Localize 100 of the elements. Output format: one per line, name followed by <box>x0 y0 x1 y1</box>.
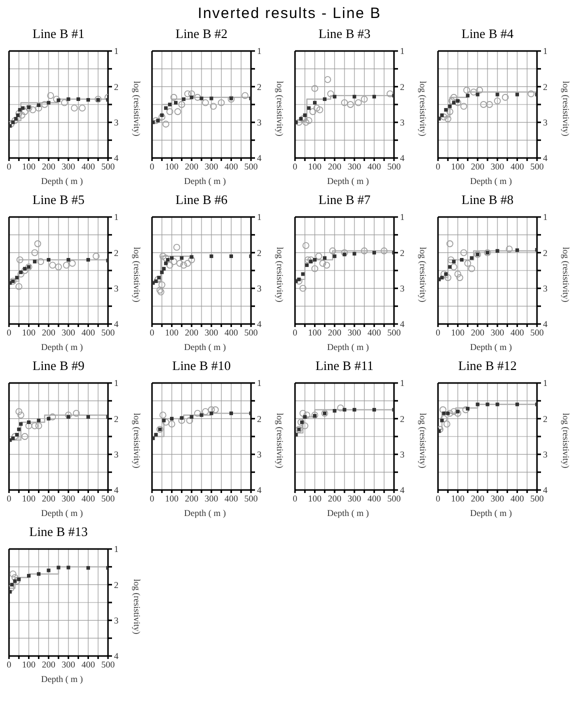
point <box>295 279 298 283</box>
x-tick-label: 400 <box>81 161 96 172</box>
point <box>332 409 336 413</box>
point <box>454 99 462 106</box>
point <box>162 254 170 262</box>
point <box>462 406 470 414</box>
point <box>208 406 215 414</box>
point <box>15 408 22 415</box>
y-tick-label: 3 <box>114 450 119 460</box>
point <box>186 417 194 424</box>
point <box>174 100 178 105</box>
y-axis-title: log (resistivity) <box>417 412 429 471</box>
point <box>476 402 480 406</box>
x-tick-label: 400 <box>81 493 96 504</box>
point <box>329 247 336 254</box>
point <box>444 274 452 282</box>
point <box>180 416 184 420</box>
y-tick-label: 4 <box>400 153 405 164</box>
x-tick-label: 100 <box>22 327 36 338</box>
x-tick-label: 300 <box>204 493 219 504</box>
point <box>21 267 28 274</box>
x-tick-label: 0 <box>6 327 12 338</box>
point <box>154 279 158 283</box>
x-tick-label: 400 <box>510 327 524 338</box>
y-tick-label: 4 <box>114 485 119 496</box>
y-tick-label: 2 <box>257 248 262 258</box>
point <box>466 94 470 98</box>
point <box>35 422 42 430</box>
point <box>476 86 484 94</box>
point <box>470 256 474 260</box>
point <box>468 265 476 272</box>
x-tick-label: 200 <box>328 493 342 504</box>
point <box>442 412 446 416</box>
point <box>19 422 23 426</box>
point <box>180 262 188 269</box>
point <box>446 410 454 417</box>
point <box>156 118 160 122</box>
chart-title: Line B #12 <box>457 358 518 375</box>
point <box>450 263 458 270</box>
point <box>168 102 172 106</box>
point <box>41 101 48 108</box>
point <box>210 102 217 110</box>
point <box>190 255 194 259</box>
point <box>297 418 304 426</box>
x-tick-label: 300 <box>204 161 219 172</box>
x-tick-label: 500 <box>530 161 544 172</box>
y-tick-label: 1 <box>400 378 404 388</box>
point <box>444 272 448 276</box>
point <box>229 412 233 416</box>
x-tick-label: 0 <box>6 493 12 504</box>
y-tick-label: 4 <box>543 485 548 496</box>
x-tick-label: 100 <box>165 493 180 504</box>
point <box>164 262 168 266</box>
point <box>86 415 90 419</box>
y-tick-label: 1 <box>543 46 548 56</box>
point <box>46 416 50 420</box>
point <box>452 260 456 264</box>
point <box>305 263 309 267</box>
x-tick-label: 200 <box>328 161 342 172</box>
point <box>152 281 155 285</box>
point <box>305 117 312 124</box>
point <box>66 566 70 570</box>
point <box>440 415 448 422</box>
chart-title: Line B #3 <box>318 26 372 43</box>
x-tick-label: 300 <box>490 161 505 172</box>
y-tick-label: 3 <box>400 118 405 128</box>
y-tick-label: 4 <box>257 319 262 330</box>
x-tick-label: 400 <box>81 327 96 338</box>
x-tick-label: 200 <box>42 327 56 338</box>
y-tick-label: 4 <box>543 153 548 164</box>
y-tick-label: 2 <box>400 414 404 424</box>
x-tick-label: 100 <box>308 327 322 338</box>
point <box>476 92 480 96</box>
point <box>447 256 454 264</box>
point <box>16 256 24 264</box>
y-tick-label: 4 <box>114 153 119 164</box>
x-tick-label: 400 <box>224 161 238 172</box>
point <box>309 108 316 116</box>
point <box>311 85 318 92</box>
point <box>456 274 464 282</box>
point <box>496 402 500 406</box>
y-tick-label: 3 <box>400 450 405 460</box>
point <box>210 254 214 258</box>
point <box>46 568 50 572</box>
x-axis-title: Depth ( m ) <box>326 175 370 188</box>
point <box>190 415 194 419</box>
chart-title: Line B #9 <box>32 358 86 375</box>
point <box>64 412 72 419</box>
point <box>302 242 310 249</box>
point <box>496 92 500 96</box>
point <box>341 99 348 106</box>
y-axis-title: log (resistivity) <box>417 80 429 139</box>
point <box>60 99 68 106</box>
point <box>15 432 19 437</box>
y-tick-label: 2 <box>114 248 118 258</box>
x-axis-title: Depth ( m ) <box>183 507 227 520</box>
chart-title: Line B #7 <box>318 192 372 209</box>
point <box>178 417 186 424</box>
point <box>307 106 311 110</box>
point <box>86 258 90 262</box>
